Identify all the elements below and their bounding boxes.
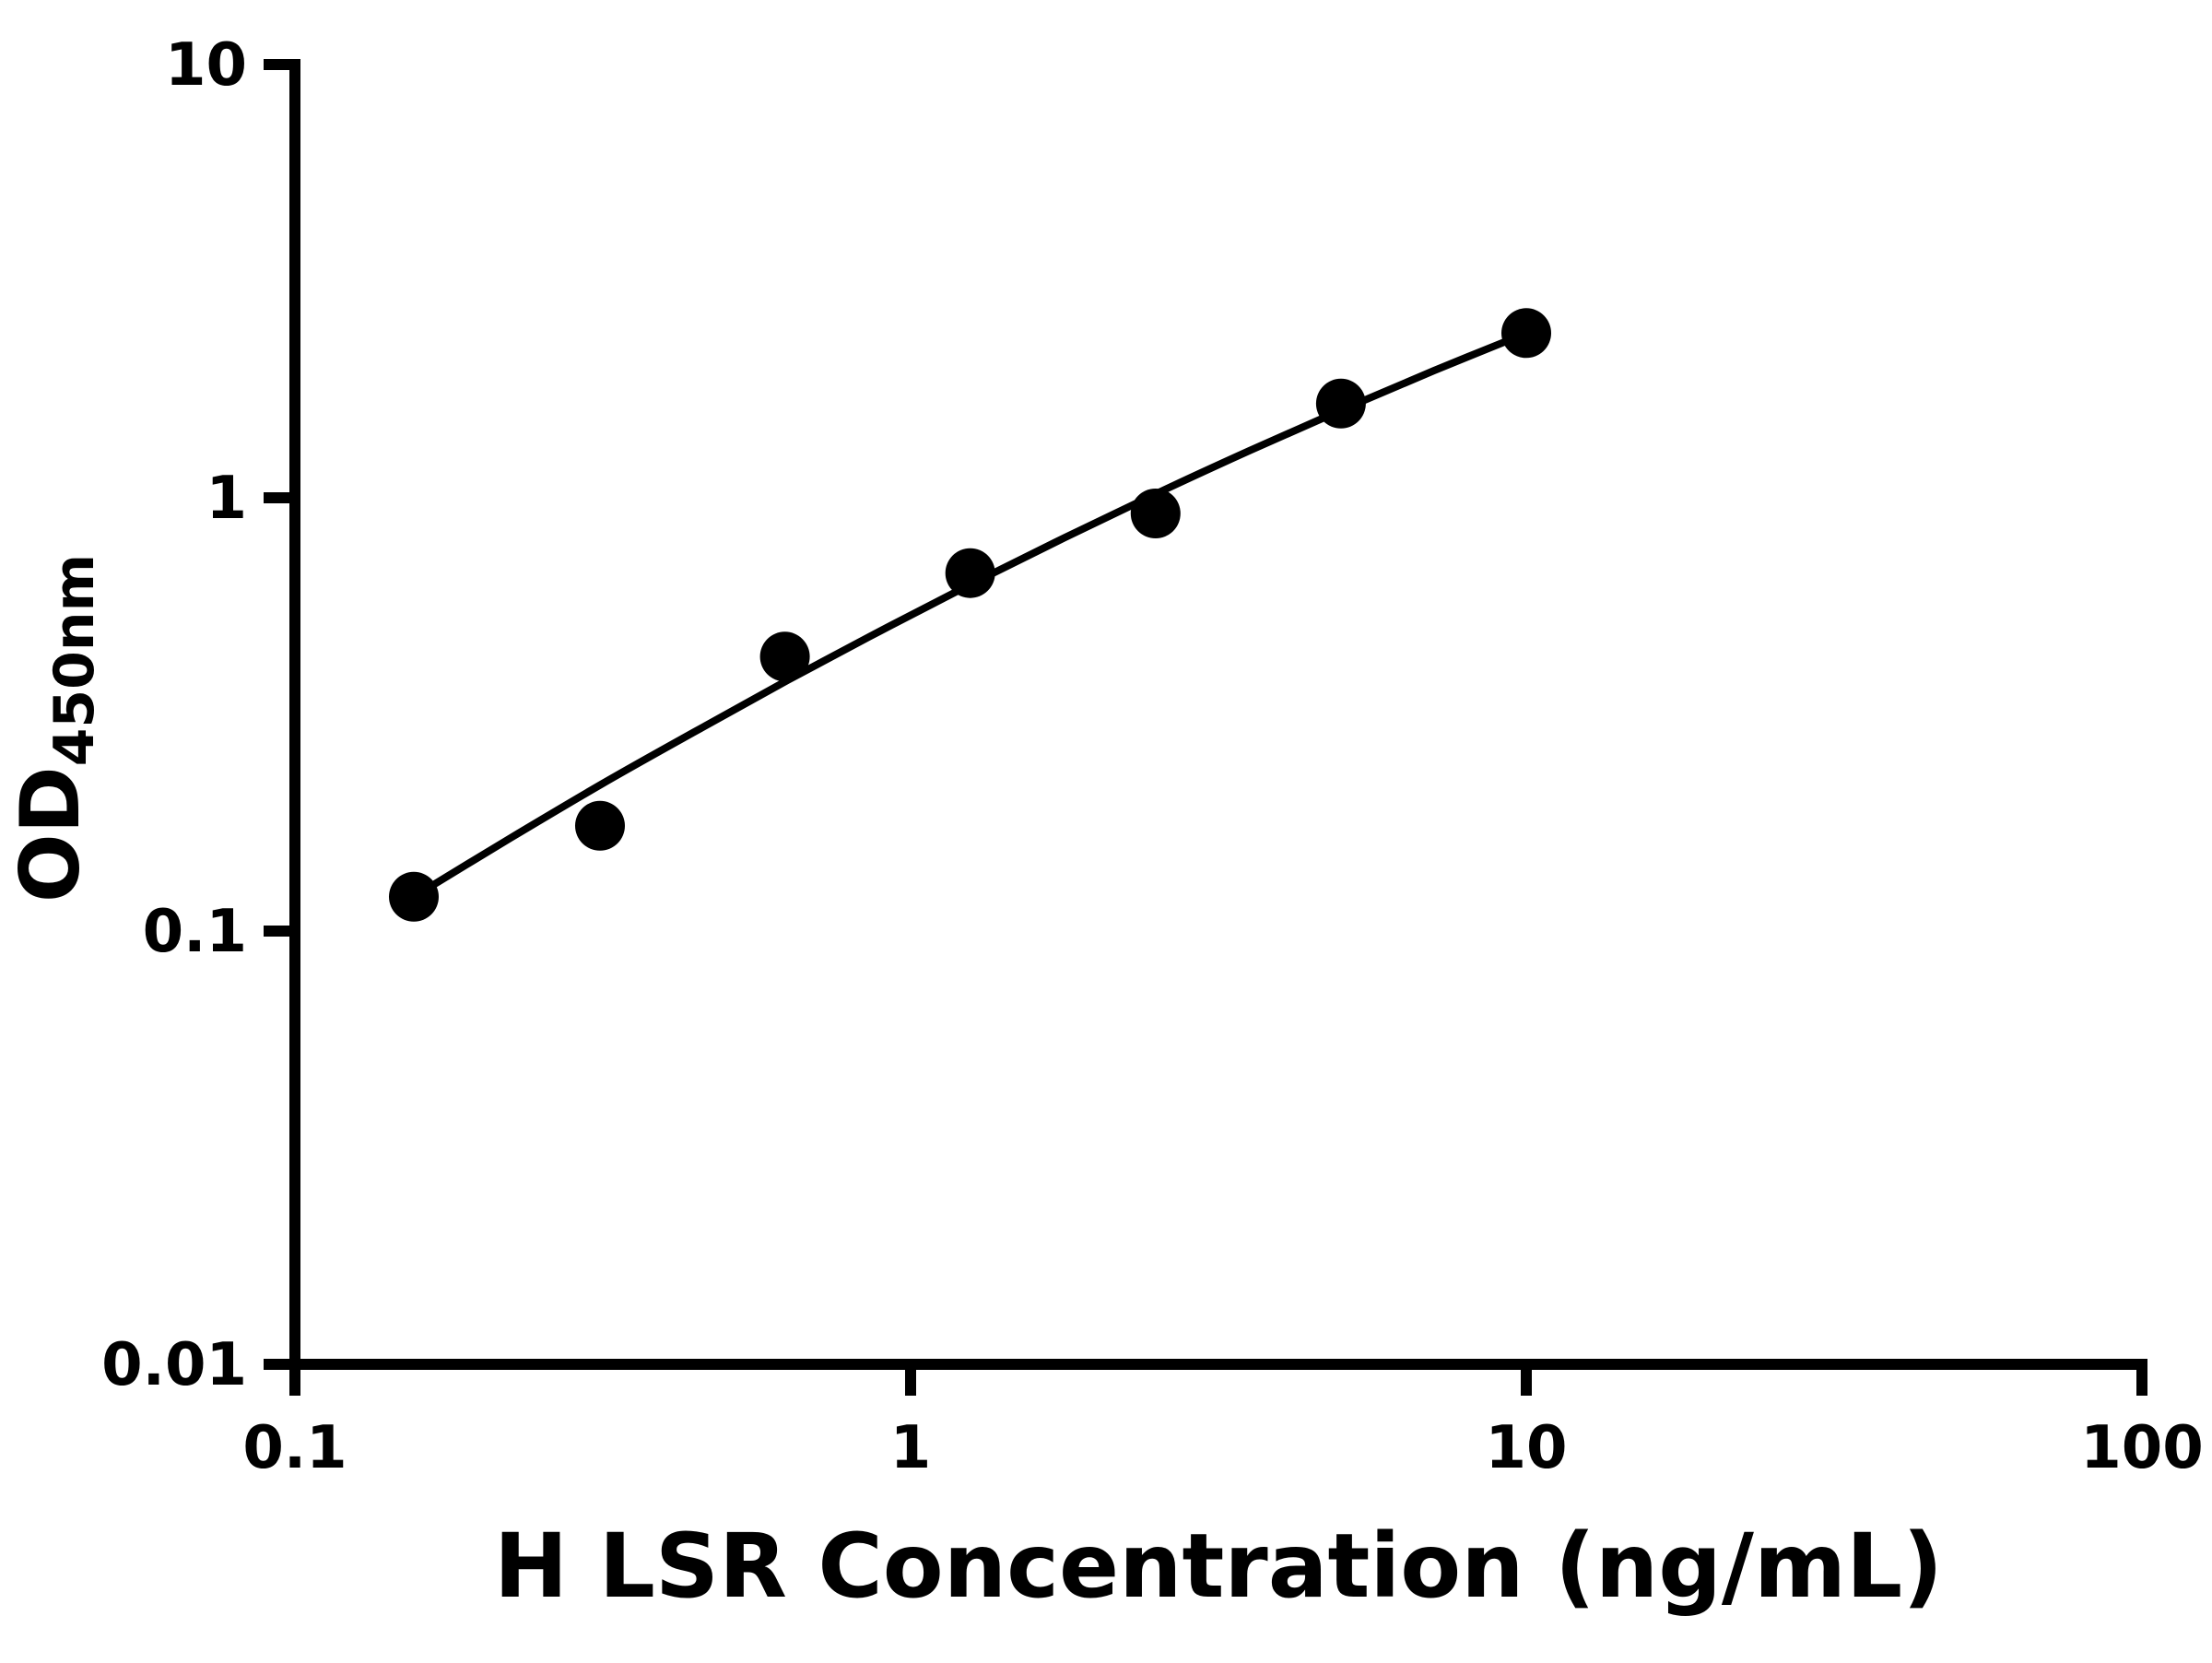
x-tick-label: 100	[2080, 1414, 2204, 1482]
data-point	[945, 548, 995, 598]
y-tick-label: 0.01	[101, 1331, 247, 1399]
y-axis-title: OD450nm	[3, 554, 107, 902]
x-tick-label: 1	[890, 1414, 932, 1482]
data-points-layer	[389, 308, 1551, 922]
axis-tick-labels: 0.1 1 10 100 0.01 0.1 1 10	[101, 31, 2204, 1482]
data-point	[389, 871, 439, 922]
data-point	[759, 631, 810, 682]
data-point	[575, 800, 625, 851]
y-tick-label: 1	[206, 465, 247, 533]
y-axis-title-subscript: 450nm	[42, 554, 107, 766]
x-tick-label: 0.1	[242, 1414, 347, 1482]
y-tick-label: 10	[165, 31, 247, 100]
y-axis-title-main: OD	[3, 766, 98, 902]
axes	[289, 59, 2147, 1370]
data-point	[1315, 378, 1366, 429]
data-point	[1501, 308, 1551, 359]
y-tick-label: 0.1	[143, 898, 247, 966]
x-tick-label: 10	[1485, 1414, 1567, 1482]
x-axis-title: H LSR Concentration (ng/mL)	[494, 1515, 1943, 1618]
axis-ticks	[264, 59, 2147, 1396]
data-point	[1130, 489, 1181, 538]
